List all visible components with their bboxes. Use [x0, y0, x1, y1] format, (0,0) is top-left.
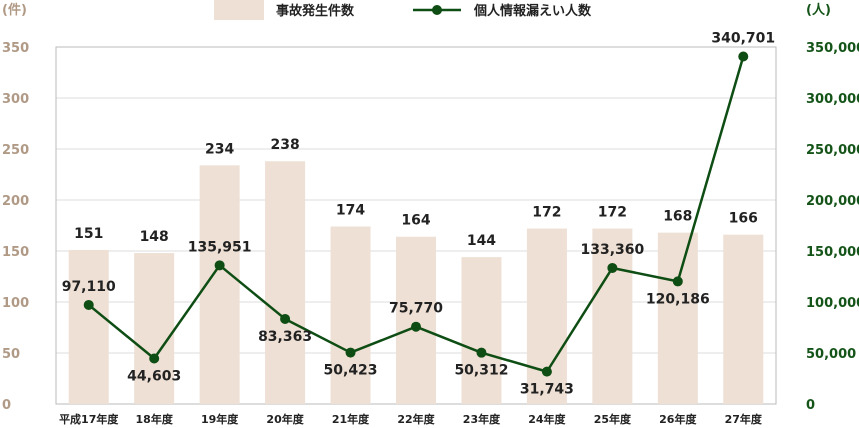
bar-value-label: 172 [532, 205, 561, 221]
legend-swatch-bar [214, 0, 264, 20]
line-point [476, 347, 487, 358]
right-tick-label: 50,000 [806, 347, 856, 362]
bar [134, 253, 175, 404]
right-tick-label: 100,000 [806, 296, 859, 311]
line-point [738, 51, 749, 62]
bar-series [68, 161, 764, 404]
bar [592, 228, 633, 404]
legend-label-line: 個人情報漏えい人数 [473, 3, 592, 19]
line-point [214, 260, 225, 271]
legend-marker-line [432, 5, 442, 15]
line-value-label: 340,701 [711, 30, 775, 46]
bar-value-label: 168 [663, 209, 692, 225]
legend: 事故発生件数 個人情報漏えい人数 [214, 0, 592, 20]
bar-value-label: 172 [598, 205, 627, 221]
bar [526, 228, 567, 404]
x-tick-label: 19年度 [201, 412, 239, 426]
left-tick-label: 50 [2, 347, 20, 362]
x-tick-label: 25年度 [594, 412, 632, 426]
x-tick-label: 27年度 [725, 412, 763, 426]
bar [396, 236, 436, 404]
bar-value-label: 166 [729, 211, 758, 227]
line-point [672, 276, 683, 287]
right-axis-unit: (人) [806, 2, 831, 18]
bar [265, 161, 306, 404]
legend-label-bar: 事故発生件数 [276, 3, 355, 19]
line-point [83, 299, 94, 310]
left-tick-label: 150 [2, 245, 29, 260]
bar [461, 257, 502, 404]
x-tick-label: 24年度 [528, 412, 566, 426]
x-tick-label: 20年度 [266, 412, 304, 426]
line-point [345, 347, 356, 358]
left-tick-label: 350 [2, 41, 29, 56]
line-value-label: 50,423 [324, 363, 378, 379]
line-value-label: 75,770 [389, 301, 443, 317]
line-point [607, 262, 618, 273]
bar-value-label: 234 [205, 141, 234, 157]
left-tick-label: 300 [2, 92, 29, 107]
x-tick-label: 23年度 [463, 412, 501, 426]
bar-value-label: 238 [270, 137, 299, 153]
right-tick-label: 350,000 [806, 41, 859, 56]
line-series [83, 51, 749, 377]
line-point [280, 313, 291, 324]
right-tick-label: 300,000 [806, 92, 859, 107]
bar-value-label: 151 [74, 226, 103, 242]
x-tick-label: 21年度 [332, 412, 370, 426]
line-point [149, 353, 160, 364]
bar [68, 249, 109, 404]
line-value-label: 97,110 [62, 279, 116, 295]
line-point [541, 366, 552, 377]
bar-value-label: 174 [336, 203, 365, 219]
bar [657, 232, 698, 404]
x-tick-label: 平成17年度 [59, 412, 119, 426]
line-value-label: 44,603 [127, 369, 181, 385]
bar-value-label: 148 [140, 229, 169, 245]
bar [330, 226, 371, 404]
right-tick-label: 200,000 [806, 194, 859, 209]
left-axis-unit: (件) [2, 2, 27, 18]
line-value-label: 31,743 [520, 382, 574, 398]
line-value-label: 83,363 [258, 329, 312, 345]
line-point [411, 321, 421, 332]
bar-value-label: 164 [401, 213, 430, 229]
bar-value-label: 144 [467, 233, 496, 249]
x-tick-label: 26年度 [659, 412, 697, 426]
line-value-label: 50,312 [454, 363, 508, 379]
left-tick-label: 100 [2, 296, 29, 311]
right-tick-label: 250,000 [806, 143, 859, 158]
bar [723, 234, 764, 404]
left-tick-label: 200 [2, 194, 29, 209]
x-tick-label: 22年度 [397, 412, 435, 426]
left-tick-label: 0 [2, 398, 11, 413]
left-tick-label: 250 [2, 143, 29, 158]
x-tick-label: 18年度 [136, 412, 174, 426]
line-value-label: 133,360 [580, 242, 644, 258]
line-value-label: 135,951 [188, 239, 252, 255]
data-labels: 151 148 234 238 174 164 144 172 172 168 166 97,110 4… [62, 30, 775, 397]
right-tick-label: 0 [806, 398, 815, 413]
right-tick-label: 150,000 [806, 245, 859, 260]
line-value-label: 120,186 [646, 291, 710, 307]
